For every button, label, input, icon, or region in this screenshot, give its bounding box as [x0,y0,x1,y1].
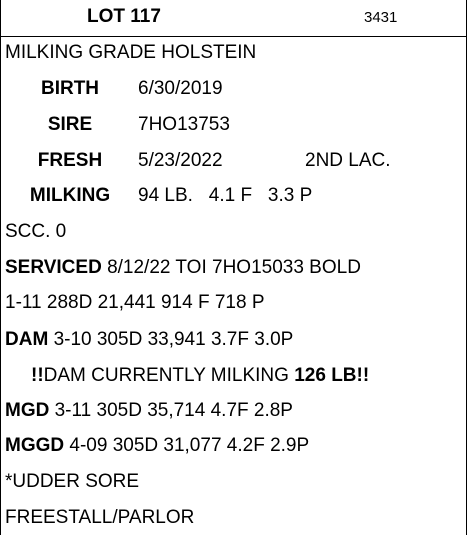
text: DAM CURRENTLY MILKING [43,365,289,386]
note: *UDDER SORE [5,471,140,492]
mark: !! [31,365,44,386]
label: MGGD [5,435,65,456]
value: 94 LB. 4.1 F 3.3 P [138,185,313,206]
value: 8/12/22 TOI 7HO15033 BOLD [107,257,361,278]
value: 3-11 305D 35,714 4.7F 2.8P [54,400,293,421]
title: MILKING GRADE HOLSTEIN [5,42,257,63]
scc: SCC. 0 [5,221,67,242]
label: DAM [5,329,49,350]
value: 5/23/2022 [138,150,223,171]
amount: 126 LB!! [294,365,370,386]
label: SERVICED [5,257,102,278]
record: 1-11 288D 21,441 914 F 718 P [5,292,265,313]
label: FRESH [37,150,103,171]
serviced: SERVICED 8/12/22 TOI 7HO15033 BOLD [5,250,361,286]
dam-note: !!DAM CURRENTLY MILKING 126 LB!! [31,358,369,394]
field: BIRTH 6/30/2019 [5,71,465,107]
field: FRESH 5/23/2022 2ND LAC. [5,143,465,179]
label: MGD [5,400,50,421]
mggd: MGGD 4-09 305D 31,077 4.2F 2.9P [5,428,309,464]
value: 6/30/2019 [138,78,223,99]
label: BIRTH [40,78,100,99]
note: FREESTALL/PARLOR [5,507,195,528]
value: 7HO13753 [138,114,230,135]
field: MILKING 94 LB. 4.1 F 3.3 P [5,178,465,214]
lot-number: 3431 [364,9,398,26]
header: LOT 117 3431 [1,0,466,37]
lot: LOT 117 [87,6,161,27]
value: 4-09 305D 31,077 4.2F 2.9P [69,435,310,456]
extra: 2ND LAC. [305,150,391,171]
field: SIRE 7HO13753 [5,107,465,143]
label: MILKING [29,185,111,206]
mgd: MGD 3-11 305D 35,714 4.7F 2.8P [5,393,293,429]
label: SIRE [47,114,93,135]
value: 3-10 305D 33,941 3.7F 3.0P [53,329,294,350]
dam: DAM 3-10 305D 33,941 3.7F 3.0P [5,322,293,358]
